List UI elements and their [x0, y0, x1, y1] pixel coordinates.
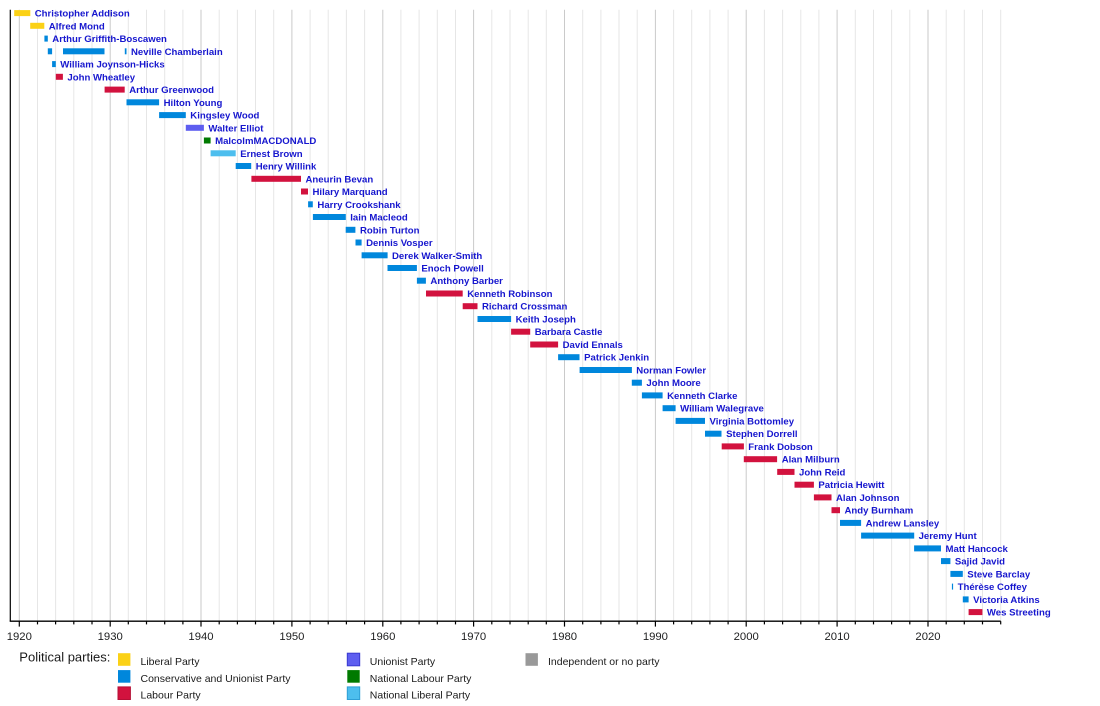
svg-text:Aneurin Bevan: Aneurin Bevan [306, 174, 374, 185]
svg-text:Jeremy Hunt: Jeremy Hunt [919, 531, 978, 542]
svg-text:Labour Party: Labour Party [141, 690, 202, 701]
svg-text:1980: 1980 [552, 631, 577, 643]
svg-text:1960: 1960 [370, 631, 395, 643]
svg-text:Steve Barclay: Steve Barclay [967, 569, 1031, 580]
svg-text:Iain Macleod: Iain Macleod [350, 213, 408, 224]
svg-text:1930: 1930 [98, 631, 123, 643]
svg-text:Richard Crossman: Richard Crossman [482, 302, 567, 313]
svg-text:Sajid Javid: Sajid Javid [955, 557, 1005, 568]
svg-text:Kenneth Robinson: Kenneth Robinson [467, 289, 552, 300]
svg-text:Political parties:: Political parties: [19, 650, 110, 665]
svg-text:Matt Hancock: Matt Hancock [946, 544, 1009, 555]
svg-text:William Walegrave: William Walegrave [680, 404, 764, 415]
svg-text:Independent or no party: Independent or no party [548, 656, 660, 668]
svg-text:John Moore: John Moore [646, 378, 700, 389]
svg-text:Andrew Lansley: Andrew Lansley [866, 518, 940, 529]
svg-text:1990: 1990 [643, 631, 668, 643]
svg-text:Kingsley Wood: Kingsley Wood [190, 111, 259, 122]
svg-text:Alan Johnson: Alan Johnson [836, 493, 900, 504]
svg-text:Liberal Party: Liberal Party [141, 656, 201, 668]
svg-text:John Wheatley: John Wheatley [67, 72, 135, 83]
svg-text:National Labour Party: National Labour Party [370, 673, 472, 685]
svg-text:John Reid: John Reid [799, 467, 846, 478]
svg-text:Patricia Hewitt: Patricia Hewitt [818, 480, 885, 491]
svg-text:1950: 1950 [279, 631, 304, 643]
svg-text:Frank Dobson: Frank Dobson [748, 442, 813, 453]
svg-text:Arthur Griffith-Boscawen: Arthur Griffith-Boscawen [52, 34, 167, 45]
svg-text:Keith Joseph: Keith Joseph [516, 315, 576, 326]
svg-text:Hilton Young: Hilton Young [164, 98, 223, 109]
svg-text:National Liberal Party: National Liberal Party [370, 690, 471, 701]
svg-text:Christopher Addison: Christopher Addison [35, 9, 130, 20]
svg-text:Enoch Powell: Enoch Powell [421, 264, 483, 275]
svg-text:2010: 2010 [825, 631, 850, 643]
svg-text:Thérèse Coffey: Thérèse Coffey [958, 582, 1028, 593]
svg-text:Unionist Party: Unionist Party [370, 656, 436, 668]
svg-text:Derek Walker-Smith: Derek Walker-Smith [392, 251, 482, 262]
svg-text:Alan Milburn: Alan Milburn [782, 455, 840, 466]
svg-text:1940: 1940 [188, 631, 213, 643]
svg-text:Robin Turton: Robin Turton [360, 225, 420, 236]
svg-text:2000: 2000 [734, 631, 759, 643]
svg-text:Neville Chamberlain: Neville Chamberlain [131, 47, 223, 58]
svg-text:MalcolmMACDONALD: MalcolmMACDONALD [215, 136, 316, 147]
svg-text:Patrick Jenkin: Patrick Jenkin [584, 353, 649, 364]
svg-text:Harry Crookshank: Harry Crookshank [317, 200, 401, 211]
svg-text:Victoria Atkins: Victoria Atkins [973, 595, 1040, 606]
svg-text:Stephen Dorrell: Stephen Dorrell [726, 429, 797, 440]
svg-text:Ernest Brown: Ernest Brown [240, 149, 303, 160]
svg-text:Norman Fowler: Norman Fowler [636, 366, 706, 377]
svg-text:1970: 1970 [461, 631, 486, 643]
svg-text:1920: 1920 [7, 631, 32, 643]
svg-text:Dennis Vosper: Dennis Vosper [366, 238, 433, 249]
svg-text:David Ennals: David Ennals [563, 340, 623, 351]
svg-text:William Joynson-Hicks: William Joynson-Hicks [60, 60, 164, 71]
svg-text:Hilary Marquand: Hilary Marquand [313, 187, 388, 198]
svg-text:Alfred Mond: Alfred Mond [49, 21, 105, 32]
svg-text:Wes Streeting: Wes Streeting [987, 608, 1051, 619]
svg-text:Walter Elliot: Walter Elliot [208, 123, 264, 134]
svg-text:Barbara Castle: Barbara Castle [535, 327, 603, 338]
svg-text:Anthony Barber: Anthony Barber [430, 276, 503, 287]
svg-text:2020: 2020 [915, 631, 940, 643]
svg-text:Henry Willink: Henry Willink [256, 162, 317, 173]
svg-text:Arthur Greenwood: Arthur Greenwood [129, 85, 214, 96]
svg-text:Conservative and Unionist Part: Conservative and Unionist Party [141, 673, 292, 685]
svg-text:Virginia Bottomley: Virginia Bottomley [710, 416, 795, 427]
svg-text:Andy Burnham: Andy Burnham [845, 506, 914, 517]
svg-text:Kenneth Clarke: Kenneth Clarke [667, 391, 737, 402]
